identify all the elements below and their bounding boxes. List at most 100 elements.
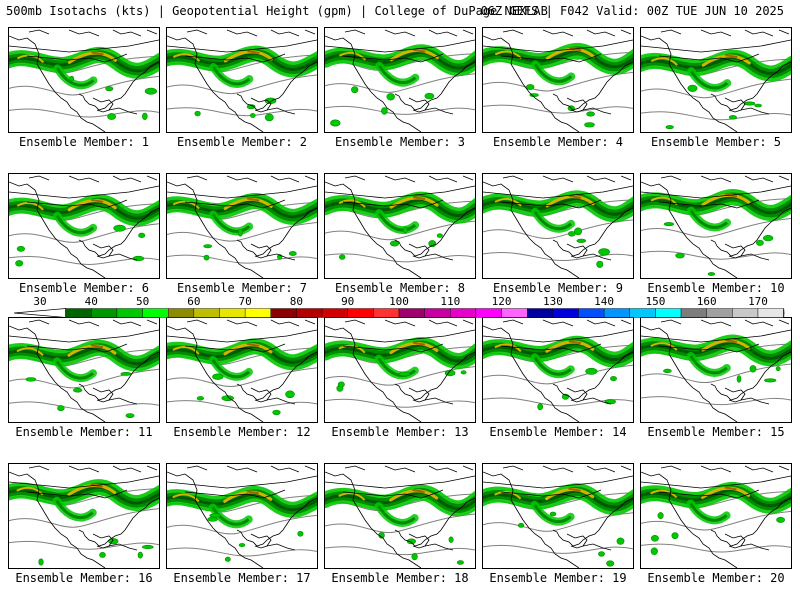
map-graphic <box>167 175 317 278</box>
colorbar-bin <box>142 308 169 318</box>
ensemble-panel: Ensemble Member: 10 <box>640 173 792 295</box>
ensemble-member-label: Ensemble Member: 16 <box>15 571 153 585</box>
ensemble-member-label: Ensemble Member: 19 <box>489 571 627 585</box>
ensemble-panel: Ensemble Member: 6 <box>8 173 160 295</box>
colorbar-bin <box>347 308 374 318</box>
ensemble-member-label: Ensemble Member: 20 <box>647 571 785 585</box>
colorbar-tick-label: 30 <box>33 295 47 308</box>
colorbar-bin <box>603 308 630 318</box>
ensemble-map <box>324 27 476 133</box>
ensemble-panel: Ensemble Member: 7 <box>166 173 318 295</box>
colorbar-bin <box>527 308 554 318</box>
map-graphic <box>325 175 475 278</box>
product-title: 500mb Isotachs (kts) | Geopotential Heig… <box>6 4 548 18</box>
colorbar-bin <box>655 308 682 318</box>
colorbar-bin <box>219 308 246 318</box>
ensemble-member-label: Ensemble Member: 1 <box>18 135 150 149</box>
colorbar-tick-label: 120 <box>491 295 512 308</box>
map-graphic <box>9 465 159 568</box>
ensemble-map <box>8 173 160 279</box>
colorbar-bin <box>65 308 92 318</box>
ensemble-map <box>166 317 318 423</box>
isotach-colorbar: 30 40 50 60 70 80 90 100 110 120 130 140 150 160 170 <box>0 296 800 320</box>
ensemble-panel: Ensemble Member: 11 <box>8 317 160 439</box>
ensemble-map <box>640 173 792 279</box>
ensemble-member-label: Ensemble Member: 17 <box>173 571 311 585</box>
colorbar-bin <box>629 308 656 318</box>
ensemble-member-label: Ensemble Member: 14 <box>489 425 627 439</box>
ensemble-member-label: Ensemble Member: 18 <box>331 571 469 585</box>
ensemble-map <box>8 463 160 569</box>
ensemble-member-label: Ensemble Member: 8 <box>334 281 466 295</box>
ensemble-panel: Ensemble Member: 4 <box>482 27 634 149</box>
run-valid-time: 06Z GEFS | F042 Valid: 00Z TUE JUN 10 20… <box>480 4 784 18</box>
ensemble-panel: Ensemble Member: 2 <box>166 27 318 149</box>
colorbar-tick-label: 170 <box>748 295 768 308</box>
ensemble-member-label: Ensemble Member: 9 <box>492 281 624 295</box>
colorbar-tick-label: 130 <box>542 295 563 308</box>
colorbar-tick-label: 150 <box>645 295 666 308</box>
colorbar-bin <box>168 308 195 318</box>
ensemble-panel: Ensemble Member: 5 <box>640 27 792 149</box>
map-graphic <box>483 319 633 422</box>
colorbar-bin <box>116 308 143 318</box>
ensemble-panel: Ensemble Member: 13 <box>324 317 476 439</box>
colorbar-tick-label: 140 <box>594 295 615 308</box>
colorbar-tick-label: 90 <box>341 295 355 308</box>
ensemble-member-label: Ensemble Member: 6 <box>18 281 150 295</box>
map-graphic <box>167 465 317 568</box>
ensemble-member-label: Ensemble Member: 13 <box>331 425 469 439</box>
map-header: 500mb Isotachs (kts) | Geopotential Heig… <box>0 0 800 22</box>
ensemble-panel: Ensemble Member: 18 <box>324 463 476 585</box>
colorbar-tick-label: 40 <box>84 295 98 308</box>
ensemble-map <box>8 27 160 133</box>
ensemble-member-label: Ensemble Member: 15 <box>647 425 785 439</box>
ensemble-map <box>640 317 792 423</box>
colorbar-bin <box>501 308 528 318</box>
colorbar-left-arrow <box>13 308 67 318</box>
colorbar-bin <box>373 308 400 318</box>
colorbar-bin <box>706 308 733 318</box>
ensemble-panel: Ensemble Member: 19 <box>482 463 634 585</box>
colorbar-tick-label: 110 <box>440 295 461 308</box>
ensemble-map <box>482 463 634 569</box>
map-graphic <box>167 29 317 132</box>
colorbar-tick-label: 50 <box>135 295 150 308</box>
colorbar-bin <box>475 308 502 318</box>
map-graphic <box>325 319 475 422</box>
colorbar-bin <box>270 308 297 318</box>
ensemble-panel: Ensemble Member: 15 <box>640 317 792 439</box>
ensemble-member-label: Ensemble Member: 12 <box>173 425 311 439</box>
colorbar-bin <box>578 308 605 318</box>
ensemble-map <box>324 317 476 423</box>
map-graphic <box>167 319 317 422</box>
ensemble-map <box>482 317 634 423</box>
map-graphic <box>483 175 633 278</box>
ensemble-map <box>482 173 634 279</box>
ensemble-panel: Ensemble Member: 8 <box>324 173 476 295</box>
ensemble-member-label: Ensemble Member: 10 <box>647 281 785 295</box>
map-graphic <box>483 29 633 132</box>
colorbar-tick-label: 70 <box>238 295 252 308</box>
map-graphic <box>325 465 475 568</box>
ensemble-map <box>324 463 476 569</box>
colorbar-tick-label: 60 <box>187 295 201 308</box>
ensemble-panel: Ensemble Member: 1 <box>8 27 160 149</box>
ensemble-map <box>166 173 318 279</box>
colorbar-bin <box>398 308 425 318</box>
ensemble-member-label: Ensemble Member: 2 <box>176 135 308 149</box>
colorbar-bin <box>757 308 784 318</box>
ensemble-panel: Ensemble Member: 16 <box>8 463 160 585</box>
ensemble-panel: Ensemble Member: 14 <box>482 317 634 439</box>
ensemble-map <box>482 27 634 133</box>
map-graphic <box>641 29 791 132</box>
ensemble-member-label: Ensemble Member: 3 <box>334 135 466 149</box>
ensemble-panel: Ensemble Member: 17 <box>166 463 318 585</box>
ensemble-map <box>166 27 318 133</box>
ensemble-map <box>8 317 160 423</box>
colorbar-tick-label: 80 <box>289 295 304 308</box>
ensemble-panel: Ensemble Member: 20 <box>640 463 792 585</box>
map-graphic <box>9 175 159 278</box>
ensemble-panel: Ensemble Member: 12 <box>166 317 318 439</box>
colorbar-strip <box>13 308 785 318</box>
